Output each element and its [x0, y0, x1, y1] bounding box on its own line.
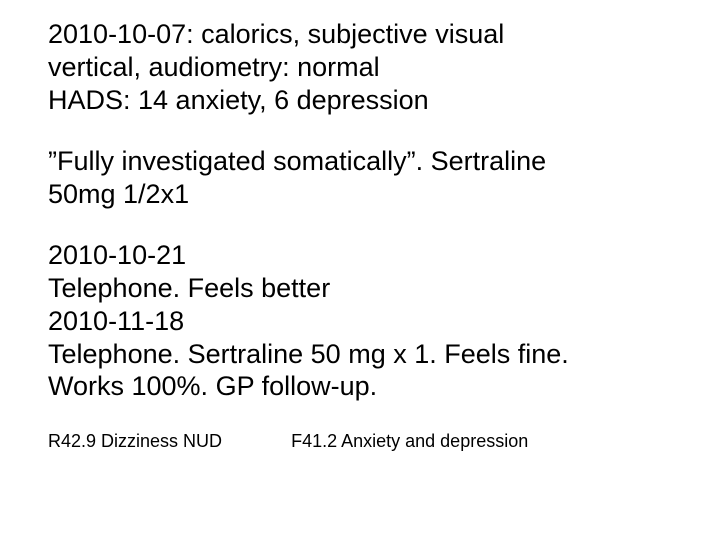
entry-block-3: 2010-10-21 Telephone. Feels better 2010-… — [48, 239, 680, 404]
text-line: 2010-11-18 — [48, 305, 680, 338]
text-line: 50mg 1/2x1 — [48, 178, 680, 211]
text-line: Telephone. Sertraline 50 mg x 1. Feels f… — [48, 338, 680, 371]
footer-diagnoses: R42.9 Dizziness NUD F41.2 Anxiety and de… — [48, 431, 680, 453]
diagnosis-code-right: F41.2 Anxiety and depression — [291, 431, 528, 453]
text-line: HADS: 14 anxiety, 6 depression — [48, 84, 680, 117]
text-line: ”Fully investigated somatically”. Sertra… — [48, 145, 680, 178]
text-line: 2010-10-21 — [48, 239, 680, 272]
slide-container: 2010-10-07: calorics, subjective visual … — [0, 0, 720, 540]
text-line: vertical, audiometry: normal — [48, 51, 680, 84]
text-line: 2010-10-07: calorics, subjective visual — [48, 18, 680, 51]
entry-block-1: 2010-10-07: calorics, subjective visual … — [48, 18, 680, 117]
text-line: Telephone. Feels better — [48, 272, 680, 305]
diagnosis-code-left: R42.9 Dizziness NUD — [48, 431, 222, 453]
entry-block-2: ”Fully investigated somatically”. Sertra… — [48, 145, 680, 211]
text-line: Works 100%. GP follow-up. — [48, 370, 680, 403]
